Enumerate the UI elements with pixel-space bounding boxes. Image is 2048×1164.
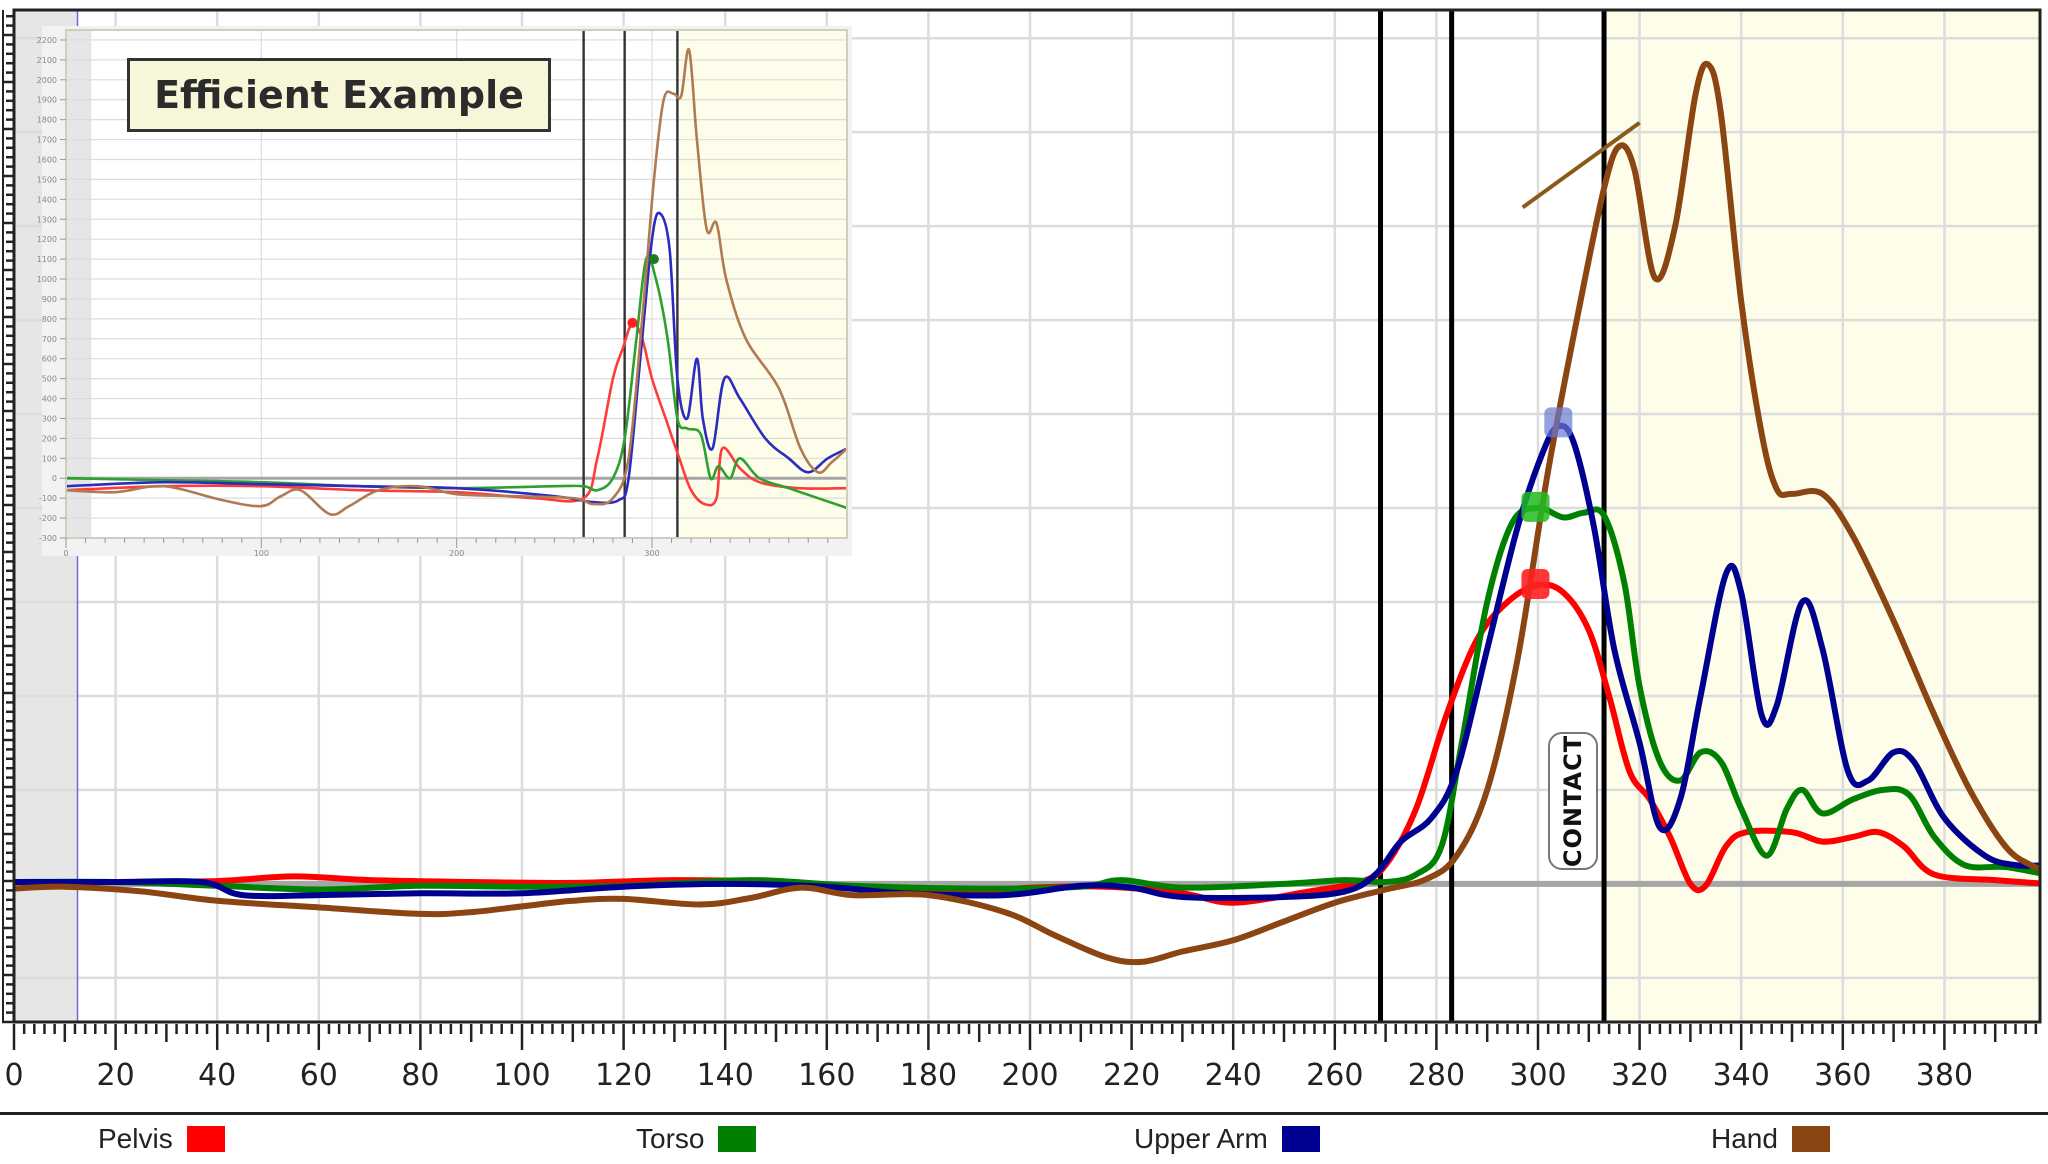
inset-y-tick-label: 2100	[37, 56, 57, 65]
x-tick-label: 100	[493, 1058, 550, 1093]
inset-y-tick-label: 800	[42, 315, 57, 324]
x-tick-label: 280	[1408, 1058, 1465, 1093]
chart-legend: Pelvis Torso Upper Arm Hand	[0, 1112, 2048, 1164]
x-tick-label: 80	[401, 1058, 439, 1093]
legend-label: Pelvis	[98, 1123, 173, 1154]
inset-y-tick-label: 100	[42, 454, 57, 463]
legend-swatch-torso	[718, 1126, 757, 1152]
x-axis: 0 20 40 60 80 100 120 140 160 180 200 220 240 260 280 3…	[4, 1024, 2038, 1093]
series-pelvis	[14, 581, 2040, 906]
peak-marker	[1544, 407, 1573, 438]
inset-y-tick-label: -300	[39, 534, 57, 543]
inset-y-tick-label: 1100	[37, 255, 57, 264]
inset-y-tick-label: 900	[42, 295, 57, 304]
inset-title-label: Efficient Example	[127, 58, 551, 132]
series-upper-arm	[14, 422, 2040, 901]
inset-y-tick-label: -200	[39, 514, 57, 523]
main-line-chart: 0 20 40 60 80 100 120 140 160 180 200 220 240 260 280 3…	[2, 8, 2042, 1093]
series-hand	[66, 48, 847, 516]
inset-peak-marker	[627, 317, 638, 328]
inset-x-tick-label: 100	[254, 549, 269, 558]
inset-y-tick-label: 1400	[37, 195, 57, 204]
x-tick-label: 180	[900, 1058, 957, 1093]
shaded-region-post-contact	[1606, 10, 2040, 1022]
inset-y-tick-label: 2000	[37, 76, 57, 85]
x-tick-label: 140	[697, 1058, 754, 1093]
legend-item-torso: Torso	[636, 1123, 757, 1155]
x-tick-label: 20	[97, 1058, 135, 1093]
legend-label: Hand	[1711, 1123, 1778, 1154]
inset-y-tick-label: 1700	[37, 136, 57, 145]
inset-y-tick-label: 1000	[37, 275, 57, 284]
hand-tangent-line	[1521, 121, 1641, 209]
x-tick-label: 300	[1509, 1058, 1566, 1093]
inset-y-tick-label: 1500	[37, 175, 57, 184]
peak-marker	[1521, 491, 1550, 522]
inset-y-tick-label: 200	[42, 434, 57, 443]
x-tick-label: 360	[1814, 1058, 1871, 1093]
x-tick-label: 0	[4, 1058, 23, 1093]
inset-y-tick-label: 700	[42, 335, 57, 344]
inset-y-tick-label: 1300	[37, 215, 57, 224]
legend-swatch-pelvis	[186, 1126, 225, 1152]
inset-peak-marker	[648, 254, 659, 265]
inset-y-tick-label: 500	[42, 375, 57, 384]
inset-y-tick-label: 2200	[37, 36, 57, 45]
x-tick-label: 60	[300, 1058, 338, 1093]
series-hand	[14, 60, 2040, 966]
inset-y-tick-label: -100	[39, 494, 57, 503]
inset-x-tick-label: 300	[644, 549, 659, 558]
inset-x-axis: 0 100 200 300	[63, 538, 829, 558]
contact-label-text: CONTACT	[1559, 734, 1588, 868]
inset-y-tick-label: 1900	[37, 96, 57, 105]
inset-y-axis: -300 -200 -100 0 100 200 300 400 500 600 700 800 900…	[37, 36, 66, 543]
legend-item-pelvis: Pelvis	[98, 1123, 225, 1155]
inset-y-tick-label: 1600	[37, 155, 57, 164]
legend-swatch-upper-arm	[1281, 1126, 1320, 1152]
shaded-region-post-contact	[679, 30, 847, 538]
inset-x-tick-label: 200	[449, 549, 464, 558]
x-tick-label: 160	[798, 1058, 855, 1093]
contact-marker-label: CONTACT	[1548, 732, 1598, 870]
x-tick-label: 220	[1103, 1058, 1160, 1093]
x-tick-label: 240	[1205, 1058, 1262, 1093]
x-tick-label: 120	[595, 1058, 652, 1093]
inset-y-tick-label: 1800	[37, 116, 57, 125]
inset-y-tick-label: 400	[42, 395, 57, 404]
shaded-region-pre-start	[66, 30, 92, 538]
x-tick-label: 260	[1306, 1058, 1363, 1093]
legend-swatch-hand	[1791, 1126, 1830, 1152]
peak-marker	[1521, 568, 1550, 599]
x-tick-label: 40	[198, 1058, 236, 1093]
legend-label: Upper Arm	[1134, 1123, 1268, 1154]
inset-y-tick-label: 300	[42, 414, 57, 423]
x-tick-label: 320	[1611, 1058, 1668, 1093]
inset-y-tick-label: 0	[52, 474, 57, 483]
x-tick-label: 340	[1713, 1058, 1770, 1093]
legend-item-hand: Hand	[1711, 1123, 1830, 1155]
legend-label: Torso	[636, 1123, 705, 1154]
inset-y-tick-label: 1200	[37, 235, 57, 244]
y-axis	[2, 10, 14, 1024]
inset-y-tick-label: 600	[42, 355, 57, 364]
x-tick-label: 380	[1916, 1058, 1973, 1093]
inset-x-tick-label: 0	[63, 549, 68, 558]
legend-item-upper-arm: Upper Arm	[1134, 1123, 1320, 1155]
x-tick-label: 200	[1001, 1058, 1058, 1093]
